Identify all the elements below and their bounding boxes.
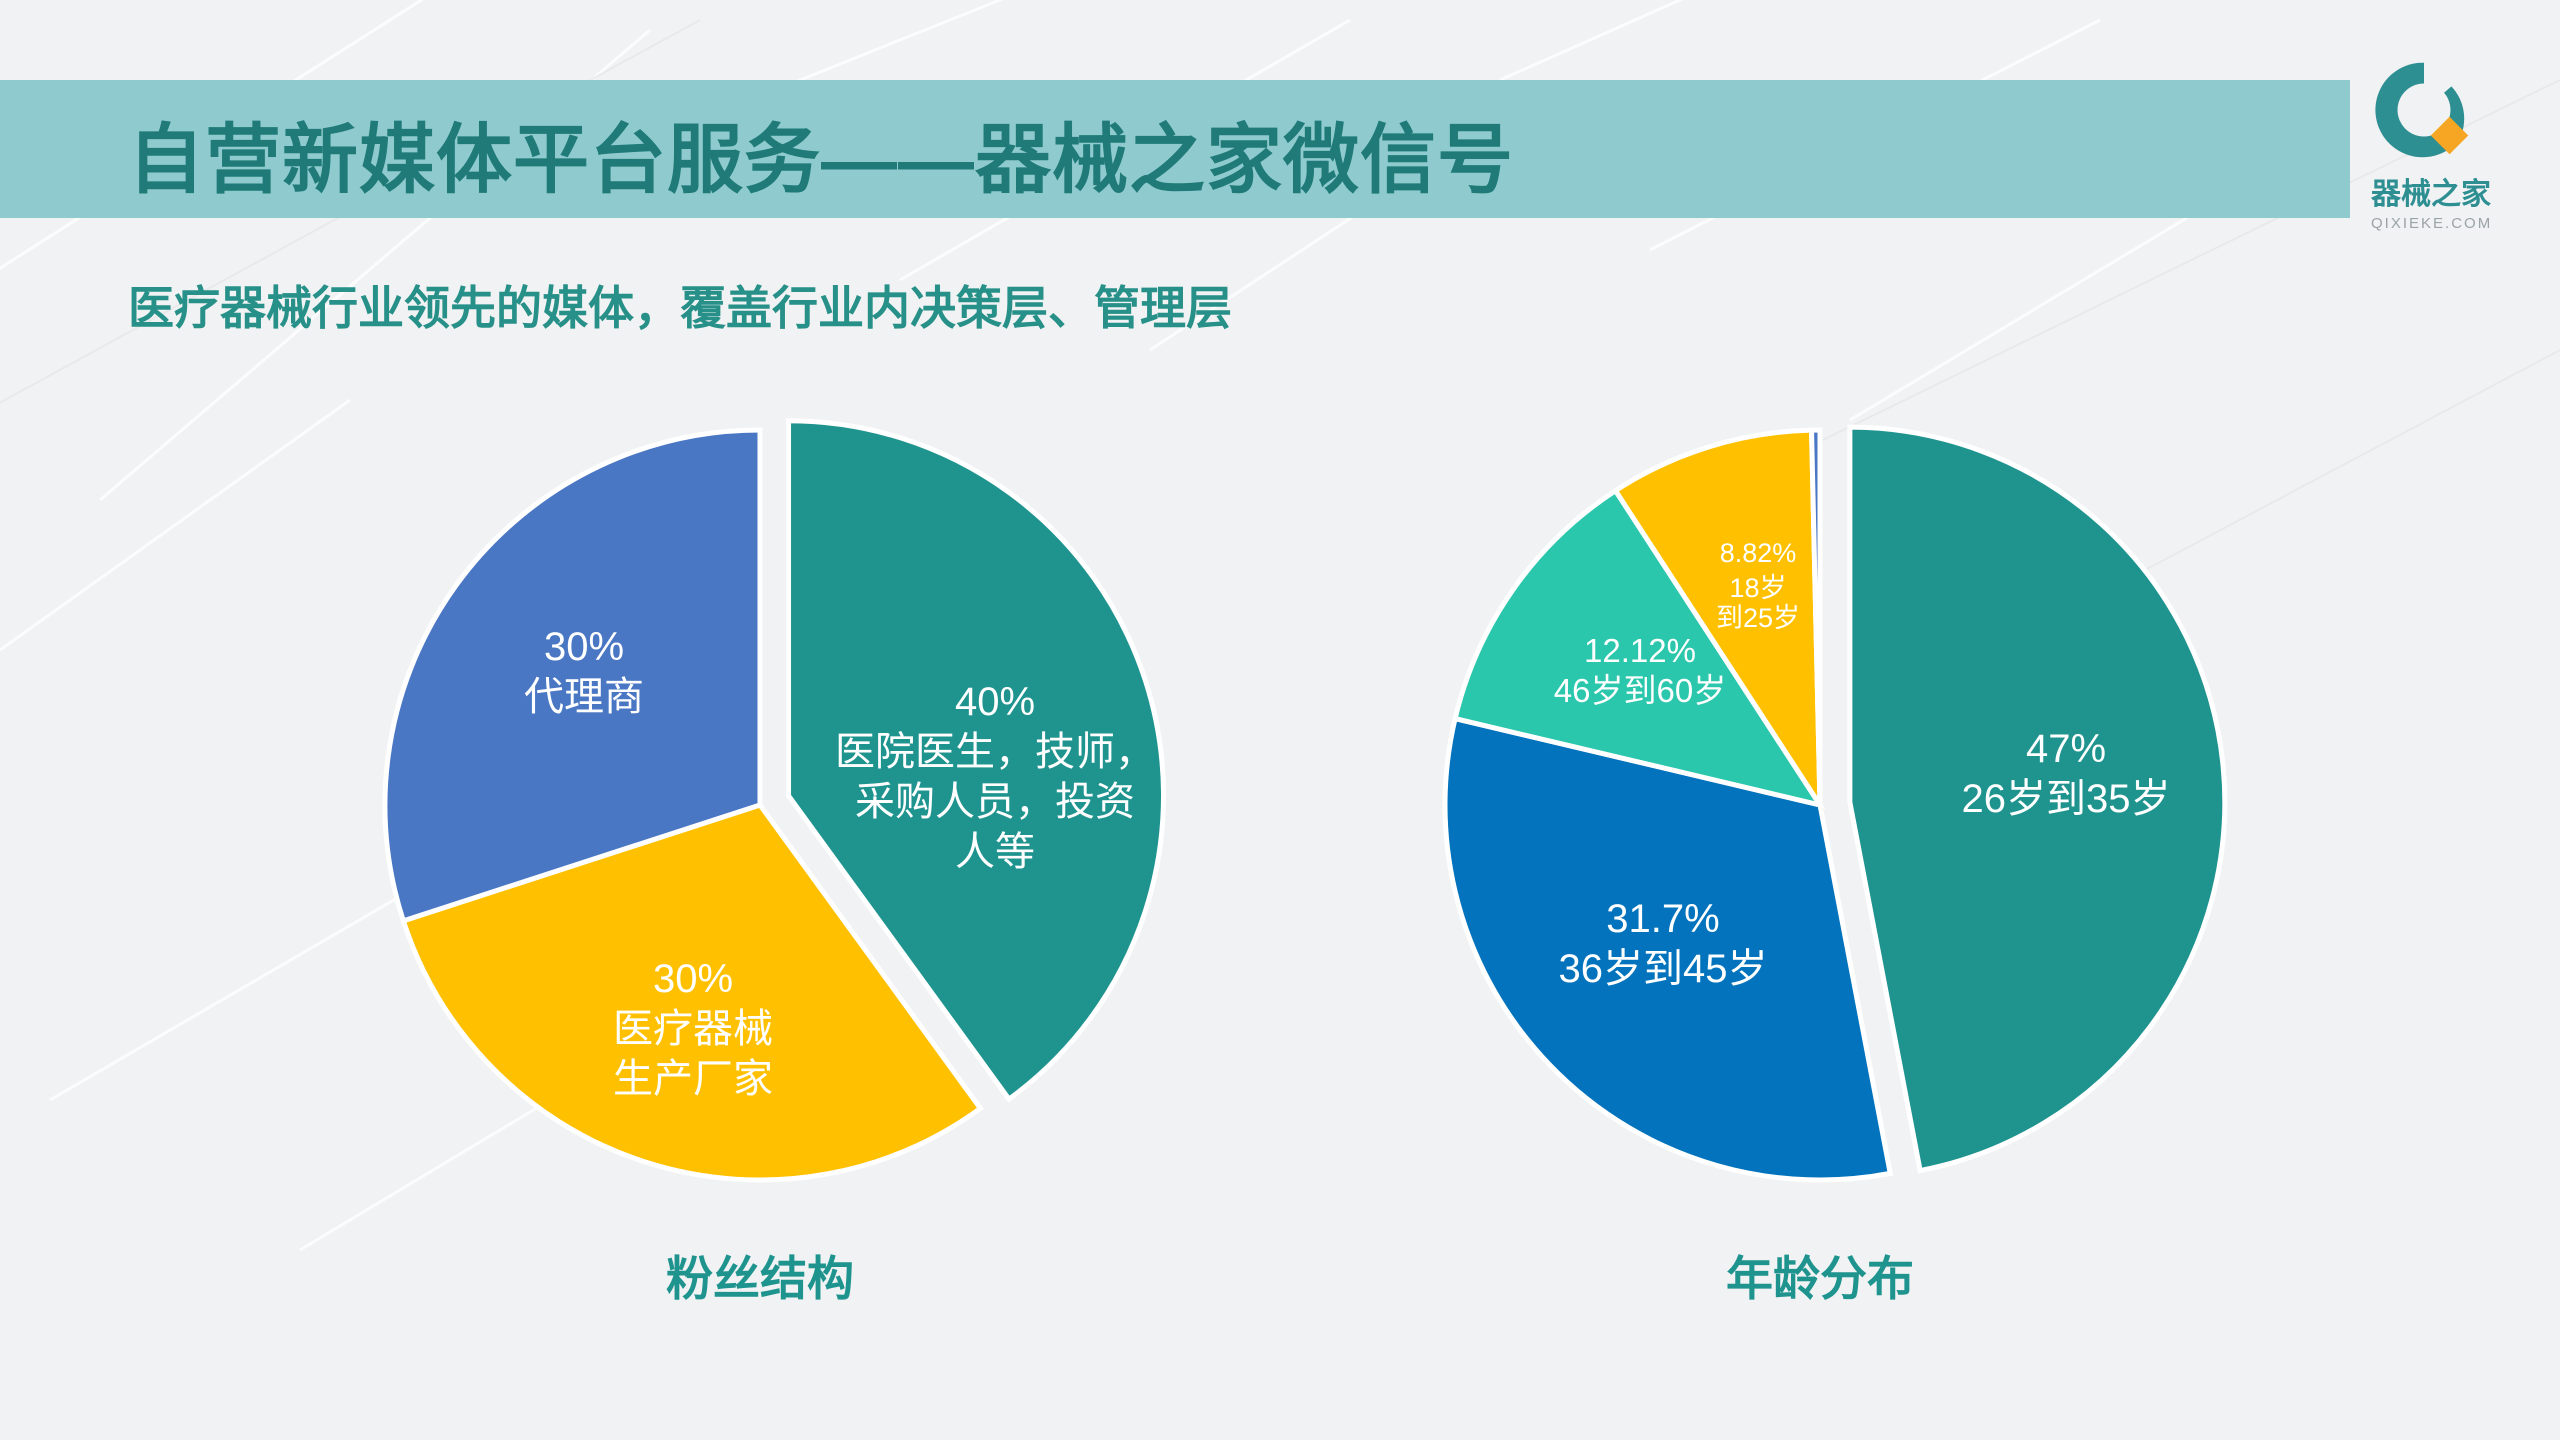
svg-text:47%: 47% <box>2026 727 2106 771</box>
svg-text:生产厂家: 生产厂家 <box>613 1057 773 1101</box>
svg-text:12.12%: 12.12% <box>1584 632 1696 669</box>
svg-text:到25岁: 到25岁 <box>1716 603 1800 633</box>
svg-text:30%: 30% <box>653 957 733 1001</box>
svg-text:8.82%: 8.82% <box>1720 538 1797 568</box>
svg-text:18岁: 18岁 <box>1729 573 1786 603</box>
svg-text:医疗器械: 医疗器械 <box>613 1007 773 1051</box>
svg-text:31.7%: 31.7% <box>1606 897 1719 941</box>
svg-text:36岁到45岁: 36岁到45岁 <box>1559 947 1768 991</box>
svg-text:采购人员，投资: 采购人员，投资 <box>855 780 1135 824</box>
svg-text:26岁到35岁: 26岁到35岁 <box>1962 777 2171 821</box>
svg-text:代理商: 代理商 <box>524 675 644 719</box>
svg-text:人等: 人等 <box>955 830 1035 874</box>
svg-text:30%: 30% <box>544 625 624 669</box>
svg-text:46岁到60岁: 46岁到60岁 <box>1554 672 1726 709</box>
svg-text:医院医生，技师，: 医院医生，技师， <box>835 730 1155 774</box>
svg-text:40%: 40% <box>955 680 1035 724</box>
